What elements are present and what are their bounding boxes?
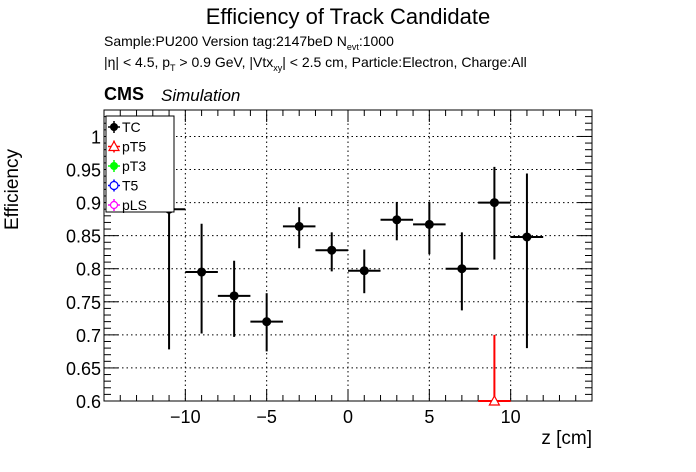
- y-tick-label: 1: [91, 127, 101, 147]
- y-tick-label: 0.85: [66, 227, 101, 247]
- legend-marker: [110, 162, 118, 170]
- selection-cuts: |η| < 4.5, pT > 0.9 GeV, |Vtxxy| < 2.5 c…: [104, 54, 527, 73]
- data-point-pt5: [488, 394, 501, 406]
- data-point-tc: [197, 267, 207, 277]
- data-point-tc: [489, 198, 499, 208]
- data-point-tc: [457, 264, 467, 274]
- y-tick-label: 0.7: [76, 326, 101, 346]
- nevt-subscript: evt: [346, 42, 359, 52]
- sample-info: Sample:PU200 Version tag:2147beD Nevt:10…: [104, 33, 394, 52]
- x-tick-label: −10: [170, 407, 201, 427]
- data-point-tc: [424, 219, 434, 229]
- data-point-tc: [229, 291, 239, 301]
- x-tick-label: 5: [424, 407, 434, 427]
- cuts-rest: | < 2.5 cm, Particle:Electron, Charge:Al…: [282, 54, 527, 70]
- data-point-tc: [262, 317, 272, 327]
- y-tick-label: 0.65: [66, 359, 101, 379]
- y-tick-label: 0.6: [76, 392, 101, 412]
- legend-label: pT3: [122, 158, 146, 174]
- y-tick-label: 0.9: [76, 194, 101, 214]
- legend-label: pLS: [122, 197, 147, 213]
- pt-cut: > 0.9 GeV, |Vtx: [175, 54, 274, 70]
- x-tick-label: 10: [501, 407, 521, 427]
- data-point-tc: [522, 232, 532, 242]
- legend-label: TC: [122, 119, 141, 135]
- data-point-tc: [294, 221, 304, 231]
- data-point-tc: [392, 215, 402, 225]
- vtx-subscript: xy: [273, 63, 283, 73]
- y-tick-label: 0.8: [76, 260, 101, 280]
- pt-subscript: T: [170, 63, 176, 73]
- simulation-label: Simulation: [161, 86, 241, 105]
- y-tick-label: 0.95: [66, 161, 101, 181]
- legend-label: T5: [122, 178, 139, 194]
- chart-title: Efficiency of Track Candidate: [205, 4, 491, 29]
- sample-tail: :1000: [358, 33, 394, 49]
- x-tick-label: 0: [343, 407, 353, 427]
- legend-label: pT5: [122, 139, 146, 155]
- data-point-tc: [327, 245, 337, 255]
- legend-marker: [109, 200, 119, 210]
- eta-cut: |η| < 4.5, p: [104, 54, 171, 70]
- sample-text: Sample:PU200 Version tag:2147beD N: [104, 33, 347, 49]
- legend-marker: [109, 180, 119, 191]
- cms-label: CMS: [104, 84, 144, 104]
- data-point-tc: [359, 266, 369, 276]
- y-tick-label: 0.75: [66, 293, 101, 313]
- x-tick-label: −5: [256, 407, 277, 427]
- legend-marker: [110, 123, 118, 131]
- legend-marker: [107, 140, 121, 152]
- x-axis-label: z [cm]: [541, 428, 592, 449]
